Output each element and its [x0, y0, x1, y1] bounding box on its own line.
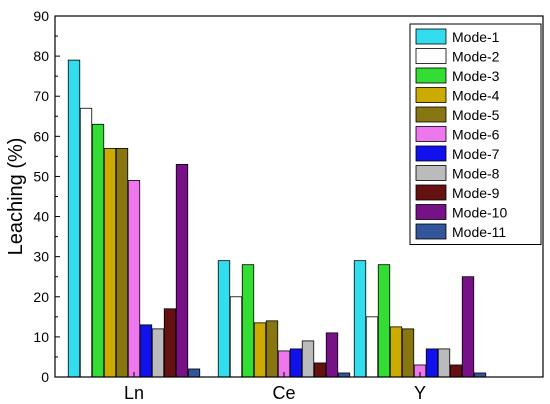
- legend-label-mode-8: Mode-8: [452, 166, 500, 182]
- bar-mode-8-ce: [301, 340, 315, 378]
- legend-swatch-mode-2: [415, 48, 447, 64]
- bar-mode-7-ce: [289, 348, 303, 378]
- bar-mode-11-ce: [337, 372, 351, 378]
- bar-mode-10-ln: [175, 164, 189, 378]
- bar-mode-4-ln: [103, 147, 117, 378]
- legend-label-mode-9: Mode-9: [452, 185, 500, 201]
- y-axis-title: Leaching (%): [5, 138, 27, 256]
- bar-mode-3-ln: [91, 123, 105, 378]
- bar-mode-9-ln: [163, 308, 177, 378]
- legend-label-mode-10: Mode-10: [452, 205, 507, 221]
- legend-swatch-mode-8: [415, 165, 447, 181]
- bar-mode-1-ce: [217, 260, 231, 378]
- bar-mode-5-y: [401, 328, 415, 378]
- x-category-label: Ln: [124, 383, 144, 403]
- legend-swatch-mode-11: [415, 223, 447, 240]
- legend-label-mode-1: Mode-1: [452, 29, 500, 45]
- bar-mode-8-ln: [151, 328, 165, 378]
- legend-label-mode-6: Mode-6: [452, 127, 500, 143]
- bar-mode-11-ln: [187, 368, 201, 378]
- y-tick-label: 30: [33, 249, 49, 265]
- y-tick-label: 50: [33, 168, 49, 184]
- bar-mode-9-ce: [313, 362, 327, 378]
- y-tick-label: 60: [33, 128, 49, 144]
- bar-mode-1-y: [353, 260, 367, 378]
- y-tick-label: 0: [41, 369, 49, 385]
- y-axis: 0 10 20 30 40 50 60 70 80 90: [33, 8, 60, 385]
- y-tick-label: 80: [33, 48, 49, 64]
- legend-swatch-mode-1: [415, 28, 447, 45]
- bar-mode-2-ln: [79, 107, 93, 378]
- legend-swatch-mode-9: [415, 184, 447, 201]
- y-tick-label: 70: [33, 88, 49, 104]
- bar-mode-3-y: [377, 264, 391, 378]
- y-tick-label: 90: [33, 8, 49, 24]
- legend-swatch-mode-5: [415, 106, 447, 123]
- legend-swatch-mode-4: [415, 87, 447, 103]
- bar-mode-6-ln: [127, 180, 141, 378]
- legend-label-mode-4: Mode-4: [452, 88, 500, 104]
- x-category-label: Ce: [272, 383, 295, 403]
- y-tick-label: 40: [33, 209, 49, 225]
- legend-swatch-mode-6: [415, 126, 447, 142]
- legend-label-mode-2: Mode-2: [452, 49, 500, 65]
- x-category-label: Y: [414, 383, 426, 403]
- bar-mode-9-y: [449, 364, 463, 378]
- bar-mode-4-y: [389, 326, 403, 378]
- legend-swatch-mode-3: [415, 67, 447, 84]
- bar-mode-10-y: [461, 276, 475, 378]
- bar-mode-1-ln: [67, 59, 81, 378]
- bar-mode-5-ce: [265, 320, 279, 378]
- bar-mode-7-ln: [139, 324, 153, 378]
- legend-label-mode-3: Mode-3: [452, 68, 500, 84]
- legend-swatch-mode-7: [415, 145, 447, 162]
- bar-mode-2-ce: [229, 296, 243, 378]
- bar-mode-4-ce: [253, 322, 267, 378]
- x-axis: Ln Ce Y: [124, 372, 426, 403]
- bar-mode-7-y: [425, 348, 439, 378]
- bar-mode-10-ce: [325, 332, 339, 378]
- bars-layer: [67, 59, 487, 378]
- bar-mode-8-y: [437, 348, 451, 378]
- bar-mode-3-ce: [241, 264, 255, 378]
- y-tick-label: 20: [33, 289, 49, 305]
- legend-label-mode-7: Mode-7: [452, 146, 500, 162]
- y-tick-label: 10: [33, 329, 49, 345]
- bar-mode-11-y: [473, 372, 487, 378]
- legend: Mode-1 Mode-2 Mode-3 Mode-4 Mode-5 Mode-6 Mode…: [409, 23, 542, 245]
- bar-mode-2-y: [365, 316, 379, 378]
- legend-label-mode-5: Mode-5: [452, 107, 500, 123]
- legend-label-mode-11: Mode-11: [452, 224, 506, 240]
- legend-swatch-mode-10: [415, 204, 447, 220]
- bar-mode-5-ln: [115, 147, 129, 378]
